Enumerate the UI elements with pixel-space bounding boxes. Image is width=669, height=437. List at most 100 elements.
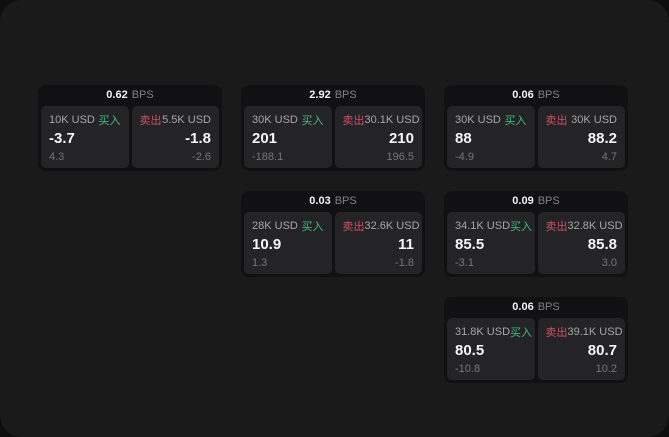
buy-delta: -10.8 — [455, 363, 481, 375]
buy-amount: 28K USD — [252, 220, 298, 232]
buy-label: 买入 — [98, 115, 121, 127]
quote-card-body: 28K USD 买入 10.9 1.3 卖出 32.6K USD 11 -1.8 — [241, 212, 425, 277]
quote-card: 0.09 BPS 34.1K USD 买入 85.5 -3.1 卖出 32.8K… — [444, 191, 628, 277]
buy-pane[interactable]: 31.8K USD 买入 80.5 -10.8 — [447, 318, 535, 380]
buy-pane-header: 31.8K USD 买入 — [455, 324, 532, 340]
buy-amount: 10K USD — [49, 114, 95, 126]
buy-amount: 30K USD — [252, 114, 298, 126]
buy-pane-header: 34.1K USD 买入 — [455, 218, 532, 234]
quote-card-body: 10K USD 买入 -3.7 4.3 卖出 5.5K USD -1.8 -2.… — [38, 106, 222, 171]
sell-price: -1.8 — [185, 130, 211, 148]
buy-pane[interactable]: 10K USD 买入 -3.7 4.3 — [41, 106, 129, 168]
sell-price: 88.2 — [587, 130, 617, 148]
sell-price: 210 — [388, 130, 414, 148]
sell-label: 卖出 — [139, 115, 162, 127]
sell-label: 卖出 — [545, 115, 568, 127]
quote-card: 0.03 BPS 28K USD 买入 10.9 1.3 卖出 32.6K US… — [241, 191, 425, 277]
buy-price: 88 — [455, 130, 472, 148]
bps-value: 0.09 — [512, 195, 534, 207]
sell-amount: 5.5K USD — [162, 114, 211, 126]
sell-price: 11 — [398, 236, 414, 254]
sell-pane-header: 卖出 30K USD — [546, 112, 618, 128]
bps-value: 2.92 — [309, 89, 331, 101]
buy-delta: -4.9 — [455, 151, 474, 163]
sell-pane-header: 卖出 39.1K USD — [545, 324, 623, 340]
buy-pane[interactable]: 30K USD 买入 201 -188.1 — [244, 106, 332, 168]
sell-pane[interactable]: 卖出 30K USD 88.2 4.7 — [537, 106, 625, 168]
buy-pane[interactable]: 30K USD 买入 88 -4.9 — [447, 106, 535, 168]
sell-pane[interactable]: 卖出 32.6K USD 11 -1.8 — [334, 212, 422, 274]
sell-label: 卖出 — [545, 221, 568, 233]
buy-label: 买入 — [301, 221, 324, 233]
sell-delta: 4.7 — [601, 151, 617, 163]
buy-pane-header: 10K USD 买入 — [49, 112, 121, 128]
buy-amount: 34.1K USD — [455, 220, 511, 232]
sell-amount: 30.1K USD — [364, 114, 420, 126]
buy-label: 买入 — [510, 221, 533, 233]
sell-pane-header: 卖出 5.5K USD — [140, 112, 212, 128]
buy-pane-header: 30K USD 买入 — [252, 112, 324, 128]
sell-pane[interactable]: 卖出 39.1K USD 80.7 10.2 — [537, 318, 625, 380]
buy-price: -3.7 — [49, 130, 75, 148]
sell-amount: 30K USD — [571, 114, 617, 126]
bps-unit-label: BPS — [334, 89, 357, 101]
buy-price: 80.5 — [455, 342, 485, 360]
bps-header: 0.62 BPS — [38, 85, 222, 106]
sell-label: 卖出 — [545, 327, 568, 339]
quote-card-body: 34.1K USD 买入 85.5 -3.1 卖出 32.8K USD 85.8… — [444, 212, 628, 277]
bps-unit-label: BPS — [537, 301, 560, 313]
bps-header: 2.92 BPS — [241, 85, 425, 106]
sell-pane-header: 卖出 32.8K USD — [545, 218, 623, 234]
sell-amount: 32.6K USD — [364, 220, 420, 232]
buy-label: 买入 — [301, 115, 324, 127]
quote-card-body: 30K USD 买入 201 -188.1 卖出 30.1K USD 210 1… — [241, 106, 425, 171]
sell-delta: 3.0 — [601, 257, 617, 269]
buy-pane-header: 28K USD 买入 — [252, 218, 324, 234]
buy-label: 买入 — [510, 327, 533, 339]
sell-pane[interactable]: 卖出 30.1K USD 210 196.5 — [334, 106, 422, 168]
bps-header: 0.06 BPS — [444, 85, 628, 106]
buy-price: 85.5 — [455, 236, 485, 254]
quote-card: 0.06 BPS 30K USD 买入 88 -4.9 卖出 30K USD 8… — [444, 85, 628, 171]
bps-unit-label: BPS — [537, 89, 560, 101]
sell-pane-header: 卖出 30.1K USD — [342, 112, 420, 128]
sell-pane-header: 卖出 32.6K USD — [343, 218, 420, 234]
buy-pane[interactable]: 34.1K USD 买入 85.5 -3.1 — [447, 212, 535, 274]
buy-amount: 30K USD — [455, 114, 501, 126]
quote-card: 0.62 BPS 10K USD 买入 -3.7 4.3 卖出 5.5K USD… — [38, 85, 222, 171]
bps-value: 0.06 — [512, 89, 534, 101]
bps-unit-label: BPS — [334, 195, 357, 207]
bps-unit-label: BPS — [131, 89, 154, 101]
buy-pane[interactable]: 28K USD 买入 10.9 1.3 — [244, 212, 332, 274]
bps-header: 0.06 BPS — [444, 297, 628, 318]
sell-pane[interactable]: 卖出 32.8K USD 85.8 3.0 — [537, 212, 625, 274]
buy-delta: -3.1 — [455, 257, 474, 269]
quote-card-body: 31.8K USD 买入 80.5 -10.8 卖出 39.1K USD 80.… — [444, 318, 628, 383]
bps-header: 0.03 BPS — [241, 191, 425, 212]
sell-price: 80.7 — [587, 342, 617, 360]
buy-pane-header: 30K USD 买入 — [455, 112, 527, 128]
bps-value: 0.06 — [512, 301, 534, 313]
quote-card: 0.06 BPS 31.8K USD 买入 80.5 -10.8 卖出 39.1… — [444, 297, 628, 383]
quote-card: 2.92 BPS 30K USD 买入 201 -188.1 卖出 30.1K … — [241, 85, 425, 171]
buy-label: 买入 — [504, 115, 527, 127]
quote-card-body: 30K USD 买入 88 -4.9 卖出 30K USD 88.2 4.7 — [444, 106, 628, 171]
quote-card-grid: 0.62 BPS 10K USD 买入 -3.7 4.3 卖出 5.5K USD… — [38, 85, 628, 383]
sell-amount: 32.8K USD — [567, 220, 623, 232]
sell-label: 卖出 — [342, 115, 365, 127]
sell-delta: 196.5 — [386, 151, 414, 163]
bps-header: 0.09 BPS — [444, 191, 628, 212]
buy-price: 10.9 — [252, 236, 282, 254]
buy-delta: 1.3 — [252, 257, 268, 269]
sell-price: 85.8 — [587, 236, 617, 254]
bps-value: 0.62 — [106, 89, 128, 101]
buy-price: 201 — [252, 130, 278, 148]
buy-delta: -188.1 — [252, 151, 284, 163]
bps-unit-label: BPS — [537, 195, 560, 207]
sell-delta: 10.2 — [595, 363, 617, 375]
bps-value: 0.03 — [309, 195, 331, 207]
sell-pane[interactable]: 卖出 5.5K USD -1.8 -2.6 — [131, 106, 219, 168]
buy-amount: 31.8K USD — [455, 326, 511, 338]
buy-delta: 4.3 — [49, 151, 65, 163]
